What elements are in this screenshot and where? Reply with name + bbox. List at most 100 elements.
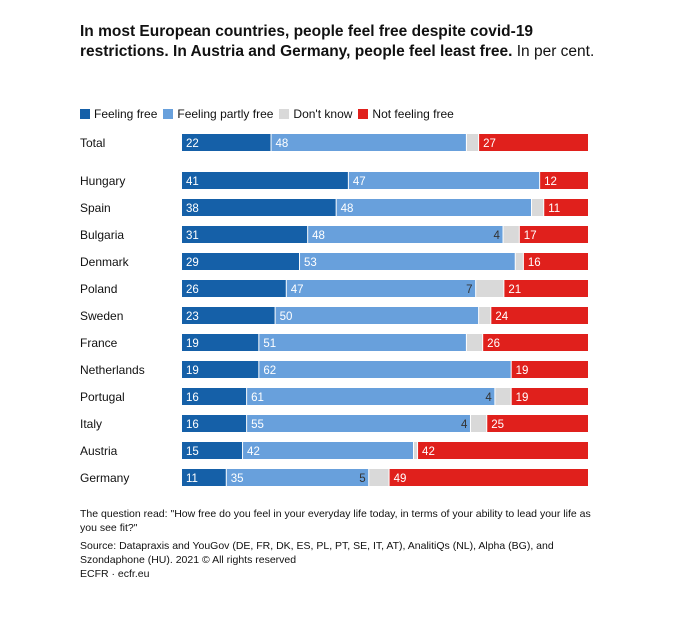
- row-label-sweden: Sweden: [80, 309, 123, 323]
- legend-item-feeling-partly-free: Feeling partly free: [163, 107, 273, 121]
- chart-title-suffix: In per cent.: [516, 43, 595, 60]
- bar-portugal-feeling-free: [182, 388, 247, 405]
- data-label-hungary-not-feeling-free: 12: [544, 176, 557, 188]
- legend-swatch-not-feeling-free: [358, 109, 369, 119]
- legend-label-not-feeling-free: Not feeling free: [372, 107, 454, 121]
- data-label-total-feeling-partly-free: 48: [276, 138, 289, 150]
- data-label-hungary-feeling-free: 41: [186, 176, 199, 188]
- bar-hungary-not-feeling-free: [540, 172, 588, 189]
- bar-total-feeling-free: [182, 134, 271, 151]
- row-label-france: France: [80, 336, 118, 350]
- bar-germany-feeling-free: [182, 469, 226, 486]
- bar-spain-not-feeling-free: [544, 199, 588, 216]
- data-label-spain-feeling-free: 38: [186, 203, 199, 215]
- data-label-portugal-not-feeling-free: 19: [516, 392, 529, 404]
- data-label-france-not-feeling-free: 26: [487, 338, 500, 350]
- bar-bulgaria-feeling-free: [182, 226, 308, 243]
- data-label-denmark-not-feeling-free: 16: [528, 257, 541, 269]
- row-label-hungary: Hungary: [80, 174, 125, 188]
- bar-sweden-feeling-partly-free: [275, 307, 479, 324]
- bar-portugal-dont-know: [495, 388, 511, 405]
- data-label-italy-not-feeling-free: 25: [491, 419, 504, 431]
- bar-italy-feeling-partly-free: [247, 415, 470, 432]
- bar-austria-not-feeling-free: [418, 442, 588, 459]
- data-label-denmark-feeling-free: 29: [186, 257, 199, 269]
- data-label-spain-not-feeling-free: 11: [548, 203, 560, 215]
- bar-france-feeling-partly-free: [259, 334, 466, 351]
- row-label-austria: Austria: [80, 444, 118, 458]
- bar-germany-feeling-partly-free: [226, 469, 369, 486]
- bar-italy-feeling-free: [182, 415, 247, 432]
- bar-italy-dont-know: [470, 415, 487, 432]
- data-label-hungary-feeling-partly-free: 47: [353, 176, 366, 188]
- bar-austria-feeling-free: [182, 442, 243, 459]
- row-label-italy: Italy: [80, 417, 102, 431]
- data-label-poland-not-feeling-free: 21: [508, 284, 521, 296]
- row-label-poland: Poland: [80, 282, 117, 296]
- legend-item-dont-know: Don't know: [279, 107, 352, 121]
- data-label-netherlands-feeling-free: 19: [186, 365, 199, 377]
- data-label-italy-dont-know: 4: [461, 419, 468, 431]
- bar-poland-dont-know: [476, 280, 504, 297]
- data-label-germany-dont-know: 5: [359, 473, 365, 485]
- chart-title-bold: In most European countries, people feel …: [80, 23, 534, 60]
- data-label-denmark-feeling-partly-free: 53: [304, 257, 317, 269]
- bar-denmark-dont-know: [515, 253, 523, 270]
- bar-bulgaria-not-feeling-free: [519, 226, 588, 243]
- legend-swatch-feeling-partly-free: [163, 109, 174, 119]
- data-label-poland-feeling-free: 26: [186, 284, 199, 296]
- bar-netherlands-feeling-free: [182, 361, 259, 378]
- question-note: The question read: "How free do you feel…: [80, 508, 591, 534]
- bar-sweden-dont-know: [479, 307, 491, 324]
- data-label-france-feeling-partly-free: 51: [263, 338, 276, 350]
- chart-title: In most European countries, people feel …: [80, 22, 610, 62]
- data-label-italy-feeling-partly-free: 55: [251, 419, 264, 431]
- bar-netherlands-feeling-partly-free: [259, 361, 511, 378]
- legend-swatch-dont-know: [279, 109, 290, 119]
- data-label-sweden-not-feeling-free: 24: [495, 311, 508, 323]
- bar-italy-not-feeling-free: [487, 415, 588, 432]
- data-label-italy-feeling-free: 16: [186, 419, 199, 431]
- source-note: Source: Datapraxis and YouGov (DE, FR, D…: [80, 540, 554, 566]
- row-label-bulgaria: Bulgaria: [80, 228, 124, 242]
- bar-france-not-feeling-free: [483, 334, 588, 351]
- data-label-sweden-feeling-free: 23: [186, 311, 199, 323]
- data-label-sweden-feeling-partly-free: 50: [280, 311, 293, 323]
- data-label-bulgaria-feeling-partly-free: 48: [312, 230, 325, 242]
- bar-austria-feeling-partly-free: [243, 442, 413, 459]
- bar-hungary-feeling-free: [182, 172, 348, 189]
- bar-spain-feeling-free: [182, 199, 336, 216]
- legend-label-dont-know: Don't know: [293, 107, 353, 121]
- bar-denmark-feeling-partly-free: [300, 253, 515, 270]
- bar-hungary-feeling-partly-free: [348, 172, 540, 189]
- data-label-france-feeling-free: 19: [186, 338, 199, 350]
- legend: Feeling free Feeling partly free Don't k…: [80, 106, 460, 122]
- bar-germany-dont-know: [369, 469, 389, 486]
- data-label-bulgaria-feeling-free: 31: [186, 230, 199, 242]
- bar-denmark-not-feeling-free: [523, 253, 588, 270]
- data-label-portugal-feeling-free: 16: [186, 392, 199, 404]
- row-label-spain: Spain: [80, 201, 111, 215]
- data-label-germany-not-feeling-free: 49: [394, 473, 407, 485]
- legend-item-not-feeling-free: Not feeling free: [358, 107, 454, 121]
- row-label-portugal: Portugal: [80, 390, 125, 404]
- data-label-poland-feeling-partly-free: 47: [291, 284, 304, 296]
- bar-sweden-not-feeling-free: [491, 307, 588, 324]
- bar-austria-dont-know: [413, 442, 418, 459]
- data-label-portugal-dont-know: 4: [485, 392, 492, 404]
- data-label-portugal-feeling-partly-free: 61: [251, 392, 264, 404]
- bar-spain-dont-know: [532, 199, 544, 216]
- data-label-austria-not-feeling-free: 42: [422, 446, 435, 458]
- data-label-bulgaria-not-feeling-free: 17: [524, 230, 537, 242]
- bar-germany-not-feeling-free: [389, 469, 588, 486]
- bar-poland-not-feeling-free: [504, 280, 588, 297]
- credit-note: ECFR · ecfr.eu: [80, 568, 150, 580]
- bar-poland-feeling-partly-free: [286, 280, 476, 297]
- bar-netherlands-not-feeling-free: [511, 361, 588, 378]
- data-label-total-feeling-free: 22: [186, 138, 199, 150]
- data-label-total-not-feeling-free: 27: [483, 138, 496, 150]
- legend-swatch-feeling-free: [80, 109, 90, 119]
- chart-notes: The question read: "How free do you feel…: [80, 507, 600, 585]
- legend-item-feeling-free: Feeling free: [80, 107, 157, 121]
